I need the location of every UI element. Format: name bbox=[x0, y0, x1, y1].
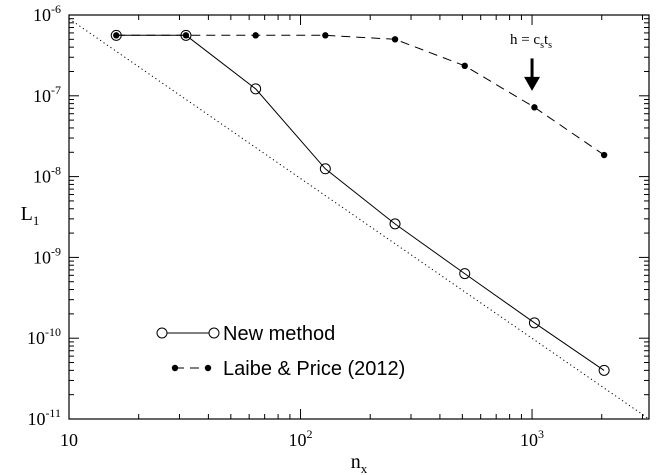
x-axis-title-sub: x bbox=[361, 461, 368, 475]
data-point-laibe-price bbox=[252, 32, 259, 39]
y-tick-label: 10-7 bbox=[33, 83, 61, 106]
plot-frame bbox=[68, 14, 650, 420]
data-point-laibe-price bbox=[391, 36, 399, 43]
x-tick-label: 10 bbox=[60, 430, 78, 450]
data-point-laibe-price bbox=[531, 104, 538, 111]
data-point-new-method bbox=[528, 317, 540, 329]
legend: New method Laibe & Price (2012) bbox=[156, 323, 405, 380]
annotation-arrow-head bbox=[524, 76, 541, 91]
data-point-new-method bbox=[459, 268, 471, 280]
legend-marker-laibe-price-left bbox=[171, 364, 179, 372]
data-point-laibe-price bbox=[113, 32, 120, 39]
y-tick-label: 10-8 bbox=[33, 164, 61, 187]
data-point-laibe-price bbox=[182, 32, 190, 39]
data-point-laibe-price bbox=[322, 32, 329, 39]
y-axis-title-main: L bbox=[21, 203, 33, 225]
y-axis-title: L1 bbox=[21, 203, 40, 228]
annotation: h = csts bbox=[510, 32, 552, 91]
data-point-laibe-price bbox=[600, 151, 608, 159]
x-tick-label: 103 bbox=[520, 427, 544, 450]
annotation-h: h = c bbox=[510, 32, 540, 48]
data-point-new-method bbox=[598, 364, 610, 376]
legend-label-new-method: New method bbox=[223, 323, 335, 345]
annotation-sub2: s bbox=[548, 40, 552, 51]
annotation-sub1: s bbox=[540, 40, 544, 51]
series-layer bbox=[110, 29, 610, 376]
tick-layer: 10 102 103 10-6 10-7 10-8 10-9 10-10 10-11 bbox=[27, 2, 649, 450]
x-tick-label: 102 bbox=[289, 427, 313, 450]
y-tick-label: 10-10 bbox=[27, 325, 61, 348]
data-point-laibe-price bbox=[461, 62, 468, 70]
y-tick-label: 10-11 bbox=[27, 406, 61, 429]
legend-label-laibe-price: Laibe & Price (2012) bbox=[223, 358, 405, 380]
x-axis-title: nx bbox=[351, 451, 368, 475]
legend-marker-new-method-left bbox=[156, 327, 168, 339]
annotation-t: t bbox=[544, 32, 549, 48]
y-tick-label: 10-6 bbox=[33, 2, 61, 25]
series-line-laibe-price bbox=[116, 34, 605, 156]
data-point-new-method bbox=[319, 163, 331, 175]
data-point-new-method bbox=[250, 83, 262, 95]
series-line-new-method bbox=[116, 34, 605, 371]
y-tick-label: 10-9 bbox=[33, 244, 61, 267]
x-axis-title-main: n bbox=[351, 451, 361, 473]
y-axis-title-sub: 1 bbox=[33, 213, 40, 228]
annotation-text: h = csts bbox=[510, 32, 552, 51]
legend-marker-laibe-price-right bbox=[204, 364, 212, 372]
data-point-new-method bbox=[389, 218, 401, 230]
legend-marker-new-method-right bbox=[208, 327, 220, 339]
